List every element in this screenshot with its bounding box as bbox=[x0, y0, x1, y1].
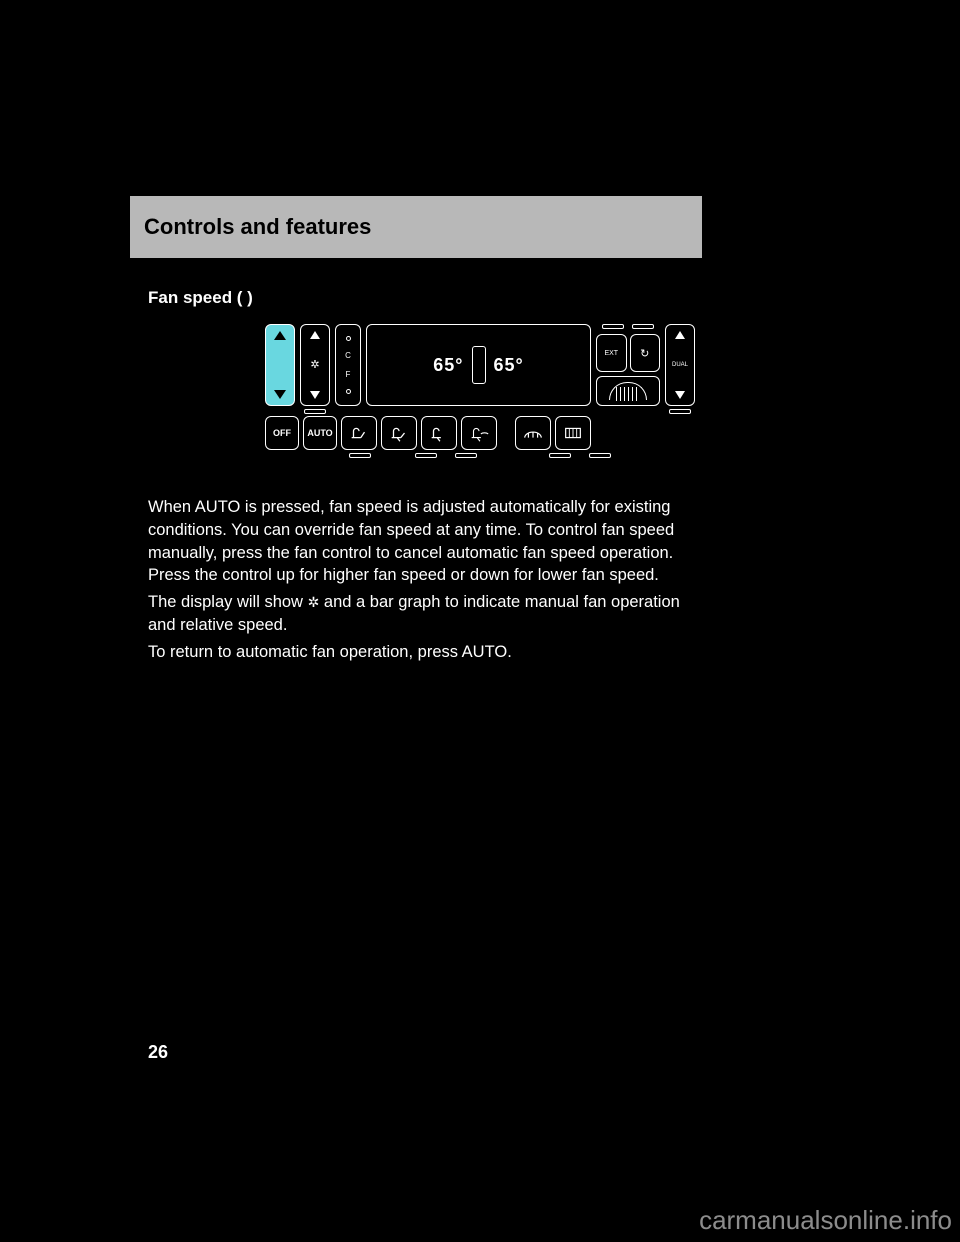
indicator-slot bbox=[455, 453, 477, 458]
floor-defrost-icon bbox=[468, 424, 490, 442]
indicator-slot bbox=[589, 453, 611, 458]
occupant-icon bbox=[472, 346, 486, 384]
paragraph-1: When AUTO is pressed, fan speed is adjus… bbox=[148, 498, 674, 584]
ext-label: EXT bbox=[604, 350, 618, 357]
f-label: F bbox=[346, 370, 351, 379]
indicator-slot bbox=[669, 409, 691, 414]
arrow-up-icon bbox=[675, 331, 685, 339]
recirc-button: ↻ bbox=[630, 334, 661, 372]
panel-floor-button bbox=[381, 416, 417, 450]
floor-button bbox=[421, 416, 457, 450]
passenger-temp: 65° bbox=[494, 355, 524, 376]
defrost-icon bbox=[609, 382, 647, 400]
auto-label: AUTO bbox=[307, 428, 332, 438]
temp-passenger-rocker: DUAL bbox=[665, 324, 695, 406]
off-label: OFF bbox=[273, 428, 291, 438]
c-f-toggle: C F bbox=[335, 324, 361, 406]
auto-button: AUTO bbox=[303, 416, 337, 450]
indicator-slot bbox=[549, 453, 571, 458]
arrow-up-icon bbox=[310, 331, 320, 339]
arrow-up-icon bbox=[274, 331, 286, 340]
floor-icon bbox=[428, 424, 450, 442]
right-button-stack: EXT ↻ bbox=[596, 324, 660, 406]
watermark: carmanualsonline.info bbox=[699, 1205, 952, 1236]
indicator-slot bbox=[415, 453, 437, 458]
intro-text: Fan speed ( ) bbox=[148, 288, 253, 307]
indicator-slot bbox=[304, 409, 326, 414]
off-button: OFF bbox=[265, 416, 299, 450]
recirc-icon: ↻ bbox=[640, 347, 649, 360]
dual-label: DUAL bbox=[672, 362, 688, 368]
fan-icon: ✲ bbox=[308, 593, 320, 612]
temp-driver-rocker bbox=[265, 324, 295, 406]
section-title: Controls and features bbox=[144, 214, 371, 240]
defrost-icon bbox=[522, 424, 544, 442]
panel-vent-icon bbox=[348, 424, 370, 442]
section-header: Controls and features bbox=[130, 196, 702, 258]
c-label: C bbox=[345, 351, 351, 360]
fan-icon: ✲ bbox=[310, 360, 319, 371]
rear-defrost-button bbox=[555, 416, 591, 450]
ext-button: EXT bbox=[596, 334, 627, 372]
climate-panel-diagram: ✲ C F 65° 65° EXT ↻ bbox=[265, 324, 695, 461]
mode-button-row: OFF AUTO bbox=[265, 416, 695, 450]
dot-icon bbox=[346, 389, 351, 394]
fan-speed-rocker: ✲ bbox=[300, 324, 330, 406]
paragraph-3: To return to automatic fan operation, pr… bbox=[148, 643, 512, 661]
driver-temp: 65° bbox=[433, 355, 463, 376]
arrow-down-icon bbox=[675, 391, 685, 399]
page-number: 26 bbox=[148, 1042, 168, 1063]
front-defrost-button bbox=[596, 376, 660, 406]
temp-display: 65° 65° bbox=[366, 324, 591, 406]
intro-heading: Fan speed ( ) bbox=[148, 288, 253, 308]
body-copy: When AUTO is pressed, fan speed is adjus… bbox=[148, 496, 702, 663]
indicator-slot bbox=[349, 453, 371, 458]
defrost-mode-button bbox=[515, 416, 551, 450]
floor-defrost-button bbox=[461, 416, 497, 450]
arrow-down-icon bbox=[310, 391, 320, 399]
indicator-slot bbox=[632, 324, 654, 329]
rear-defrost-icon bbox=[562, 424, 584, 442]
paragraph-2-a: The display will show bbox=[148, 593, 303, 611]
panel-vent-button bbox=[341, 416, 377, 450]
indicator-slot bbox=[602, 324, 624, 329]
dot-icon bbox=[346, 336, 351, 341]
arrow-down-icon bbox=[274, 390, 286, 399]
panel-floor-icon bbox=[388, 424, 410, 442]
